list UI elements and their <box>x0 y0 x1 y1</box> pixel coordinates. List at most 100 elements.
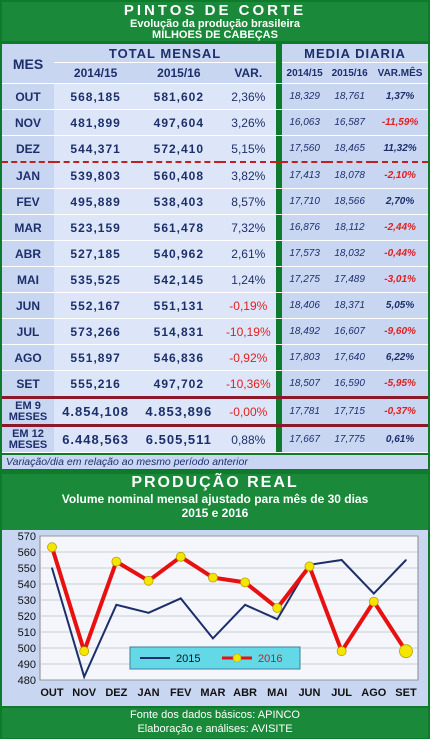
series-2016-point <box>175 551 186 562</box>
total-y1-cell: 495,889 <box>54 189 138 215</box>
chart-years: 2015 e 2016 <box>181 506 249 520</box>
daily-var-cell: 5,05% <box>372 293 428 319</box>
total-y2-cell: 551,131 <box>137 293 221 319</box>
total-y2-cell: 540,962 <box>137 241 221 267</box>
daily-y1-cell: 17,413 <box>282 163 328 189</box>
total-y2-cell: 497,604 <box>137 110 221 136</box>
col-header-total-y2: 2015/16 <box>137 63 221 84</box>
daily-y1-cell: 18,329 <box>282 84 328 110</box>
daily-y2-cell: 18,032 <box>327 241 373 267</box>
var-cell: -0,19% <box>220 293 277 319</box>
series-2015-point <box>147 612 150 614</box>
x-tick-label: JAN <box>138 687 160 699</box>
total-y2-cell: 581,602 <box>137 84 221 110</box>
chart-header: PRODUÇÃO REAL Volume nominal mensal ajus… <box>2 474 428 530</box>
series-2016-point <box>79 646 90 657</box>
total-y1-cell: 4.854,108 <box>54 399 138 427</box>
period-cell: EM 9 MESES <box>2 399 54 427</box>
month-cell: DEZ <box>2 136 54 163</box>
table-row: JUN 552,167 551,131 -0,19% 18,406 18,371 5,05% <box>2 293 428 319</box>
daily-y1-cell: 17,275 <box>282 267 328 293</box>
var-cell: 3,26% <box>220 110 277 136</box>
daily-y2-cell: 16,590 <box>327 371 373 399</box>
series-2016-point <box>304 561 315 572</box>
column-separator <box>276 293 283 319</box>
table-row: SET 555,216 497,702 -10,36% 18,507 16,590 -5,9… <box>2 371 428 399</box>
x-tick-label: MAI <box>267 687 287 699</box>
daily-var-cell: -0,44% <box>372 241 428 267</box>
daily-y1-cell: 16,876 <box>282 215 328 241</box>
month-cell: JAN <box>2 163 54 189</box>
month-cell: JUN <box>2 293 54 319</box>
daily-var-cell: 0,61% <box>372 427 428 453</box>
daily-var-cell: 1,37% <box>372 84 428 110</box>
footer-credits: Elaboração e análises: AVISITE <box>137 723 293 735</box>
total-y1-cell: 535,525 <box>54 267 138 293</box>
total-y2-cell: 561,478 <box>137 215 221 241</box>
series-2016-point <box>143 575 154 586</box>
total-y2-cell: 4.853,896 <box>137 399 221 427</box>
total-y1-cell: 552,167 <box>54 293 138 319</box>
month-cell: AGO <box>2 345 54 371</box>
period-line: EM 12 <box>12 427 44 440</box>
footer-source: Fonte dos dados básicos: APINCO <box>130 709 300 721</box>
var-cell: -10,36% <box>220 371 277 399</box>
y-tick-label: 520 <box>18 611 36 623</box>
daily-y1-cell: 17,560 <box>282 136 328 163</box>
daily-y1-cell: 17,803 <box>282 345 328 371</box>
y-tick-label: 480 <box>18 675 36 687</box>
col-header-daily-y2: 2015/16 <box>327 63 373 84</box>
period-line: MESES <box>8 438 48 451</box>
col-header-total-y1: 2014/15 <box>54 63 138 84</box>
var-cell: -0,00% <box>220 399 277 427</box>
production-table: MES TOTAL MENSAL MEDIA DIARIA 2014/15 20… <box>2 44 428 453</box>
daily-y2-cell: 18,761 <box>327 84 373 110</box>
series-2015-line <box>51 558 407 680</box>
col-header-daily-y1: 2014/15 <box>282 63 328 84</box>
var-cell: -10,19% <box>220 319 277 345</box>
var-cell: 2,61% <box>220 241 277 267</box>
column-separator <box>276 399 283 427</box>
daily-y2-cell: 16,607 <box>327 319 373 345</box>
daily-y2-cell: 18,078 <box>327 163 373 189</box>
column-separator <box>276 136 283 163</box>
month-cell: MAR <box>2 215 54 241</box>
y-tick-label: 510 <box>18 627 36 639</box>
y-tick-label: 550 <box>18 563 36 575</box>
table-row: JAN 539,803 560,408 3,82% 17,413 18,078 -2,10% <box>2 163 428 189</box>
series-2016-point <box>111 556 122 567</box>
x-tick-label: AGO <box>361 687 387 699</box>
period-line: MESES <box>8 410 48 423</box>
daily-var-cell: -2,44% <box>372 215 428 241</box>
var-cell: 3,82% <box>220 163 277 189</box>
x-tick-label: JUL <box>331 687 352 699</box>
page-subtitle: Evolução da produção brasileira <box>130 18 300 30</box>
series-2016-line <box>50 546 408 654</box>
column-separator <box>276 345 283 371</box>
series-2016-point <box>399 644 413 659</box>
var-cell: 5,15% <box>220 136 277 163</box>
series-2015-point <box>212 637 214 640</box>
column-separator <box>276 241 283 267</box>
total-y1-cell: 539,803 <box>54 163 138 189</box>
daily-y1-cell: 17,710 <box>282 189 328 215</box>
unit-label: MILHOES DE CABEÇAS <box>152 29 278 41</box>
column-separator <box>276 215 283 241</box>
total-y1-cell: 568,185 <box>54 84 138 110</box>
table-row: JUL 573,266 514,831 -10,19% 18,492 16,607 -9,6… <box>2 319 428 345</box>
col-header-var: VAR. <box>220 63 277 84</box>
month-cell: FEV <box>2 189 54 215</box>
daily-y2-cell: 17,640 <box>327 345 373 371</box>
daily-y1-cell: 18,492 <box>282 319 328 345</box>
table-row: ABR 527,185 540,962 2,61% 17,573 18,032 -0,44% <box>2 241 428 267</box>
total-y1-cell: 555,216 <box>54 371 138 399</box>
series-2015-point <box>340 559 343 561</box>
y-tick-label: 500 <box>18 643 36 655</box>
column-separator <box>276 163 283 189</box>
daily-var-cell: 6,22% <box>372 345 428 371</box>
column-separator <box>276 267 283 293</box>
daily-y2-cell: 16,587 <box>327 110 373 136</box>
series-2016-point <box>47 542 57 553</box>
daily-var-cell: -9,60% <box>372 319 428 345</box>
daily-y2-cell: 18,112 <box>327 215 373 241</box>
